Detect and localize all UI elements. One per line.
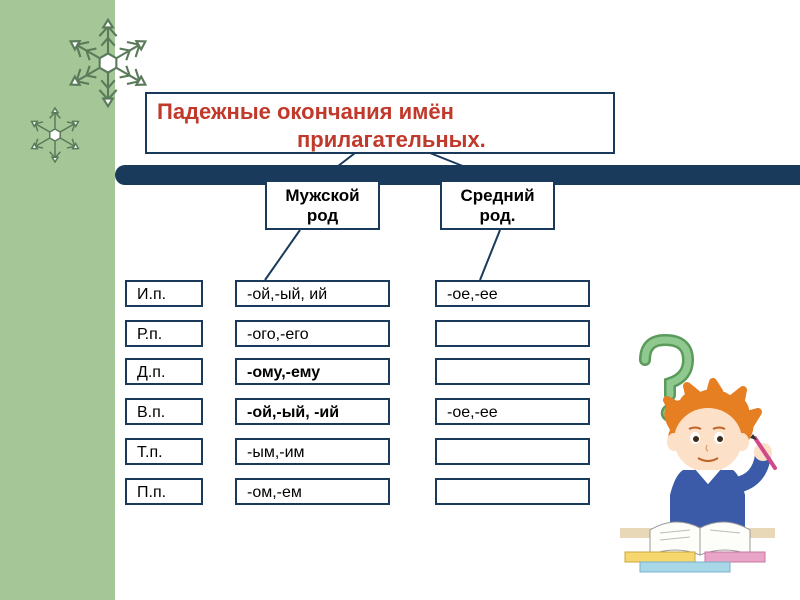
case-label: П.п. (125, 478, 203, 505)
snowflake-small-icon (25, 105, 85, 165)
masculine-ending: -ой,-ый, -ий (235, 398, 390, 425)
title-line-2: прилагательных. (297, 126, 603, 154)
masculine-header-label: Мужской род (285, 186, 359, 225)
neuter-ending: -ое,-ее (435, 398, 590, 425)
masculine-header: Мужской род (265, 180, 380, 230)
case-label: В.п. (125, 398, 203, 425)
masculine-ending: -ом,-ем (235, 478, 390, 505)
masculine-ending: -ому,-ему (235, 358, 390, 385)
neuter-ending: -ое,-ее (435, 280, 590, 307)
title-box: Падежные окончания имён прилагательных. (145, 92, 615, 154)
neuter-header-label: Средний род. (460, 186, 534, 225)
neuter-ending (435, 358, 590, 385)
masculine-ending: -ого,-его (235, 320, 390, 347)
neuter-ending (435, 438, 590, 465)
snowflake-large-icon (60, 15, 156, 111)
masculine-ending: -ой,-ый, ий (235, 280, 390, 307)
case-label: Т.п. (125, 438, 203, 465)
neuter-ending (435, 320, 590, 347)
child-illustration (595, 330, 795, 580)
case-label: Д.п. (125, 358, 203, 385)
neuter-header: Средний род. (440, 180, 555, 230)
title-line-1: Падежные окончания имён (157, 98, 603, 126)
neuter-ending (435, 478, 590, 505)
masculine-ending: -ым,-им (235, 438, 390, 465)
case-label: Р.п. (125, 320, 203, 347)
case-label: И.п. (125, 280, 203, 307)
